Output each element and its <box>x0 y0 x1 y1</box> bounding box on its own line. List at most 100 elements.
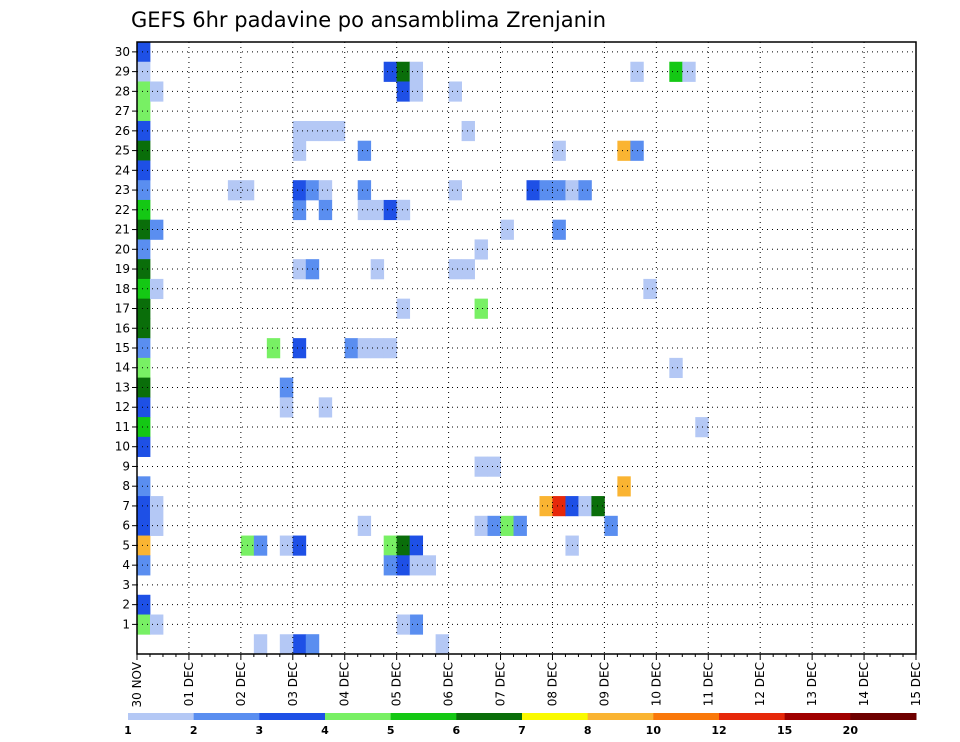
plot-frame <box>136 41 917 655</box>
precip-cell <box>409 535 424 556</box>
precip-cell <box>137 338 151 359</box>
precip-cell <box>474 456 488 477</box>
precip-cell <box>149 515 164 536</box>
precip-cell <box>344 338 359 359</box>
y-tick-label: 1 <box>122 617 130 631</box>
precip-cell <box>487 515 501 536</box>
precip-cell <box>513 515 527 536</box>
precip-cell <box>137 120 151 142</box>
precip-cell <box>149 81 164 102</box>
precip-cell <box>487 456 501 477</box>
precip-cell <box>227 180 242 201</box>
precip-cell <box>137 535 151 556</box>
precip-cell <box>669 61 683 82</box>
y-tick-label: 7 <box>122 499 130 513</box>
x-tick-label: 06 DEC <box>442 662 456 706</box>
precip-cell <box>617 140 631 161</box>
precip-cell <box>137 318 151 339</box>
y-tick-label: 23 <box>115 183 130 197</box>
colorbar-swatch <box>653 713 720 720</box>
precip-cell <box>643 278 657 300</box>
precip-cell <box>137 594 151 615</box>
y-tick-label: 30 <box>115 45 130 59</box>
y-tick-label: 8 <box>122 479 130 493</box>
grid-lines <box>137 42 916 654</box>
y-tick-label: 25 <box>115 144 130 158</box>
x-tick-label: 09 DEC <box>597 662 611 706</box>
colorbar: 1 2 3 4 5 6 7 8 10 12 15 20 <box>124 713 917 737</box>
precip-cell <box>292 535 307 556</box>
precip-cell <box>409 61 424 82</box>
y-tick-label: 17 <box>115 302 130 316</box>
y-tick-label: 20 <box>115 242 130 256</box>
precip-cell <box>318 120 333 142</box>
precip-cell <box>383 555 398 576</box>
precip-cell <box>137 219 151 240</box>
precip-cell <box>137 298 151 319</box>
colorbar-label: 2 <box>190 724 198 737</box>
precip-cell <box>591 496 605 517</box>
y-tick-label: 6 <box>122 519 130 533</box>
precip-cell <box>383 61 398 82</box>
precip-cell <box>318 397 333 418</box>
precip-cell <box>461 120 475 142</box>
precip-cell <box>149 278 164 300</box>
precip-cell <box>318 180 333 201</box>
precip-cell <box>279 397 294 418</box>
colorbar-label: 6 <box>453 724 461 737</box>
precip-cell <box>137 614 151 635</box>
precip-cell <box>578 496 592 517</box>
x-tick-label: 13 DEC <box>805 662 819 706</box>
precip-cell <box>669 357 683 379</box>
y-tick-label: 3 <box>122 578 130 592</box>
precip-cell <box>137 515 151 536</box>
precip-cell <box>396 61 411 82</box>
y-tick-label: 26 <box>115 124 130 138</box>
precip-cell <box>682 61 696 82</box>
y-tick-label: 13 <box>115 380 130 394</box>
y-tick-label: 16 <box>115 321 130 335</box>
y-tick-label: 4 <box>122 558 130 572</box>
precip-cell <box>279 535 294 556</box>
precip-cell <box>292 120 307 142</box>
precip-cell <box>396 535 411 556</box>
precip-cell <box>137 42 151 63</box>
y-tick-label: 9 <box>122 459 130 473</box>
precip-cell <box>396 81 411 102</box>
colorbar-label: 5 <box>387 724 395 737</box>
colorbar-swatch <box>193 713 260 720</box>
precip-cell <box>137 81 151 102</box>
precip-cell <box>383 535 398 556</box>
precip-cell <box>526 180 540 201</box>
precip-cell <box>137 377 151 398</box>
x-tick-label: 01 DEC <box>182 662 196 706</box>
y-tick-label: 28 <box>115 84 130 98</box>
precip-cell <box>137 278 151 300</box>
x-tick-label: 02 DEC <box>234 662 248 706</box>
x-tick-label: 14 DEC <box>857 662 871 706</box>
colorbar-label: 4 <box>321 724 329 737</box>
precip-cell <box>253 634 268 655</box>
precip-cell <box>617 476 631 497</box>
x-tick-label: 05 DEC <box>390 662 404 706</box>
y-axis: 1234567891011121314151617181920212223242… <box>115 45 137 631</box>
y-tick-label: 24 <box>115 163 130 177</box>
precip-cell <box>461 259 475 280</box>
precip-cell <box>149 614 164 635</box>
precip-cell <box>552 219 566 240</box>
colorbar-swatch <box>259 713 326 720</box>
precip-cell <box>578 180 592 201</box>
y-tick-label: 19 <box>115 262 130 276</box>
precip-cell <box>448 180 462 201</box>
chart-title: GEFS 6hr padavine po ansamblima Zrenjani… <box>131 8 606 32</box>
colorbar-swatch <box>522 713 589 720</box>
precip-cell <box>137 357 151 379</box>
precip-cell <box>292 634 307 655</box>
y-tick-label: 5 <box>122 538 130 552</box>
colorbar-label: 8 <box>584 724 592 737</box>
y-tick-label: 12 <box>115 400 130 414</box>
precip-cell <box>357 140 372 161</box>
x-tick-label: 30 NOV <box>130 661 144 707</box>
precip-cell <box>279 377 294 398</box>
x-tick-label: 10 DEC <box>649 662 663 706</box>
